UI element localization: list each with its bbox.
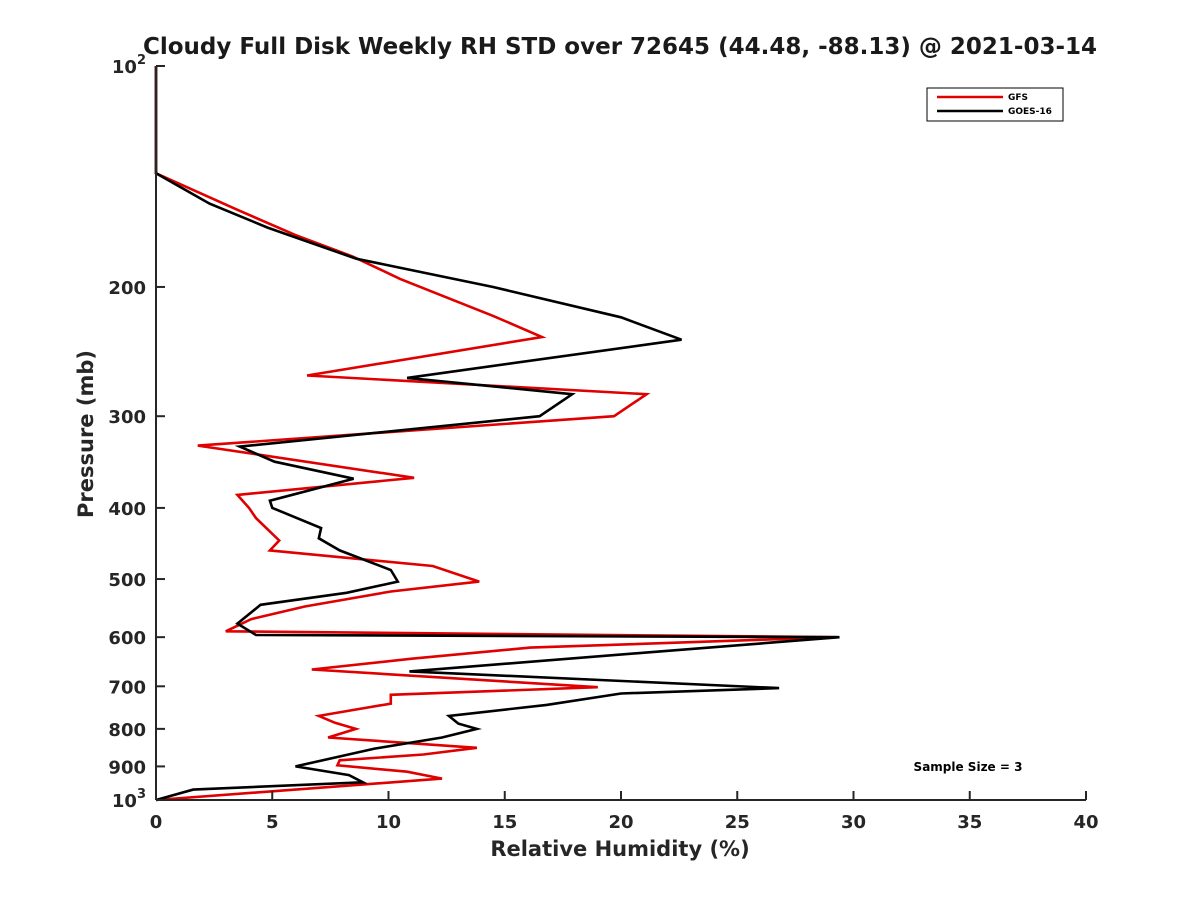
x-tick-label: 30 (841, 812, 866, 833)
x-tick-label: 25 (725, 812, 750, 833)
x-axis-label: Relative Humidity (%) (490, 837, 749, 861)
plot-series (154, 66, 840, 802)
x-tick-label: 15 (492, 812, 517, 833)
y-axis-label: Pressure (mb) (74, 350, 98, 518)
legend-label: GOES-16 (1008, 107, 1052, 117)
x-tick-label: 5 (266, 812, 279, 833)
sample-size-annotation: Sample Size = 3 (914, 760, 1023, 774)
y-tick-label: 500 (108, 570, 146, 591)
x-tick-label: 10 (376, 812, 401, 833)
y-tick-label: 700 (108, 677, 146, 698)
y-tick-label: 200 (108, 278, 146, 299)
chart-title: Cloudy Full Disk Weekly RH STD over 7264… (143, 34, 1097, 60)
x-tick-label: 35 (957, 812, 982, 833)
y-tick-label: 400 (108, 499, 146, 520)
legend-box (926, 87, 1064, 122)
y-tick-label: 600 (108, 628, 146, 649)
y-tick-label: 800 (108, 720, 146, 741)
legend-label: GFS (1008, 93, 1028, 103)
plot-axes: 0 5 10 15 20 25 30 35 40 102 200 300 400 500 600 700 800… (108, 53, 1098, 833)
x-tick-label: 20 (608, 812, 633, 833)
y-tick-label: 102 (112, 53, 146, 78)
y-tick-label: 900 (108, 757, 146, 778)
x-tick-label: 40 (1073, 812, 1098, 833)
y-tick-label: 300 (108, 407, 146, 428)
legend: GFS GOES-16 (926, 87, 1064, 122)
y-tick-label: 103 (112, 787, 146, 812)
series-line-goes-16 (154, 66, 840, 802)
x-tick-label: 0 (150, 812, 163, 833)
series-line-gfs (154, 66, 838, 802)
